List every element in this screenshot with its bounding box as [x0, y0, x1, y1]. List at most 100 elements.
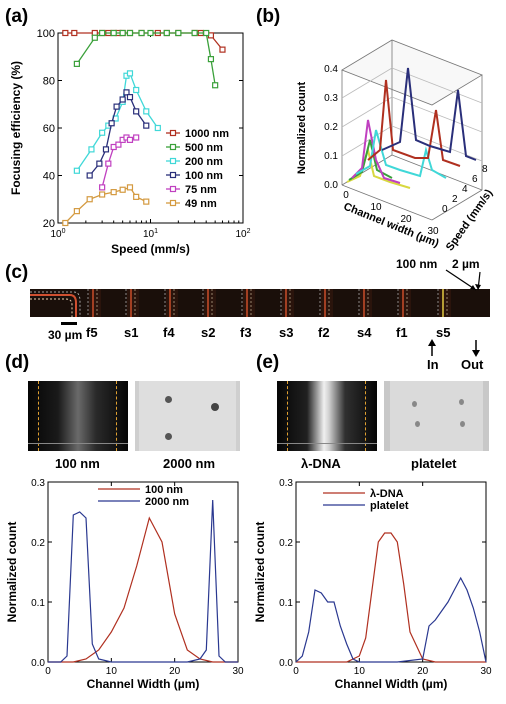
data-point: [126, 184, 134, 191]
y-axis-label: Normalized count: [5, 522, 19, 623]
waterfall-box: [341, 39, 483, 221]
z-tick-label: 0.1: [324, 151, 338, 162]
x-tick-label: 10: [370, 202, 382, 213]
data-point: [133, 108, 140, 115]
profile-chart-d: 0.0 0.1 0.2 0.3 0 10 20 30 Channel Width (µm) Nor…: [5, 478, 244, 691]
x-tick-label: 101: [143, 228, 158, 240]
data-point: [110, 189, 117, 196]
x-tick-label: 10: [106, 666, 118, 677]
y-tick-label: 80: [43, 76, 55, 88]
data-point: [147, 29, 154, 37]
x-tick-label: 0: [343, 190, 349, 201]
channel-strip-art: [30, 289, 451, 317]
speed-tick-label: 2: [452, 194, 458, 205]
data-point: [91, 34, 98, 41]
y-tick-label: 0.2: [31, 538, 45, 549]
data-point: [99, 29, 106, 37]
legend-label: 100 nm: [145, 484, 183, 496]
legend-marker: [169, 171, 177, 179]
legend-marker: [169, 157, 177, 165]
data-point: [219, 46, 226, 53]
legend-label: 2000 nm: [145, 496, 189, 508]
data-point: [99, 129, 106, 136]
data-point: [126, 94, 134, 101]
segment-bg: [399, 289, 411, 317]
data-point: [126, 29, 134, 37]
segment-bg: [204, 289, 216, 317]
data-point: [154, 124, 161, 132]
x-tick-label: 10: [354, 666, 366, 677]
segment-label: s4: [357, 325, 372, 340]
out-label: Out: [461, 357, 484, 372]
segment-bg: [243, 289, 255, 317]
data-point: [212, 82, 219, 89]
segment-bg: [127, 289, 139, 317]
legend-label: 100 nm: [185, 170, 223, 182]
data-point: [73, 60, 80, 67]
data-point: [133, 134, 140, 141]
data-point: [96, 160, 103, 167]
segment-label: f4: [163, 325, 175, 340]
curve-magenta: [351, 119, 401, 184]
data-point: [126, 136, 134, 143]
legend-label: λ-DNA: [370, 488, 404, 500]
legend-label: platelet: [370, 500, 409, 512]
z-axis-label: Normalized count: [296, 82, 308, 175]
series-line-1: [295, 576, 487, 663]
series-line-0: [48, 516, 238, 663]
y-tick-label: 40: [43, 171, 55, 183]
data-point: [133, 86, 140, 94]
segment-label: s2: [201, 325, 216, 340]
y-axis-label: Normalized count: [253, 522, 267, 623]
legend-label: 75 nm: [185, 184, 217, 196]
image-dna-fluorescence: [277, 381, 377, 451]
segment-label: s3: [279, 325, 294, 340]
segment-label: f5: [86, 325, 98, 340]
series-line-1: [48, 499, 238, 663]
data-point: [143, 108, 150, 115]
y-tick-label: 0.1: [31, 598, 45, 609]
data-point: [71, 29, 78, 37]
segment-label: f2: [318, 325, 330, 340]
z-tick-label: 0.3: [324, 93, 338, 104]
channel-bend: [30, 294, 77, 317]
segment-label: f1: [396, 325, 408, 340]
x-tick-label: 20: [417, 666, 429, 677]
data-point: [115, 141, 122, 148]
data-point: [119, 29, 126, 37]
image-2000nm-brightfield: [135, 381, 240, 451]
data-point: [138, 29, 145, 37]
speed-tick-label: 4: [462, 184, 468, 195]
data-point: [191, 29, 198, 37]
in-out-arrows: [428, 339, 480, 357]
curve-red: [367, 79, 461, 167]
data-point: [102, 146, 110, 153]
x-axis-label: Speed (mm/s): [111, 242, 190, 256]
segment-label: f3: [240, 325, 252, 340]
x-tick-label: 0: [45, 666, 51, 677]
image-platelet-brightfield: [384, 381, 489, 451]
data-point: [99, 184, 106, 191]
legend-marker: [169, 185, 177, 193]
y-tick-label: 0.2: [279, 538, 293, 549]
panel-label-a: (a): [5, 6, 29, 27]
x-tick-label: 30: [480, 666, 492, 677]
x-tick-label: 100: [50, 228, 65, 240]
curve-navy: [381, 67, 477, 161]
scale-bar-label: 30 µm: [48, 328, 83, 342]
y-tick-label: 0.3: [31, 478, 45, 489]
y-tick-label: 100: [37, 28, 55, 40]
waterfall-curves: [346, 67, 477, 189]
x-tick-label: 20: [400, 214, 412, 225]
segment-bg: [321, 289, 333, 317]
x-tick-label: 102: [235, 228, 250, 240]
speed-tick-label: 6: [472, 174, 478, 185]
caption-platelet: platelet: [411, 456, 457, 471]
in-label: In: [427, 357, 439, 372]
y-axis-label: Focusing efficiency (%): [9, 61, 23, 195]
speed-tick-label: 8: [482, 164, 488, 175]
data-point: [119, 186, 126, 193]
data-point: [119, 96, 126, 103]
caption-100nm: 100 nm: [55, 456, 100, 471]
